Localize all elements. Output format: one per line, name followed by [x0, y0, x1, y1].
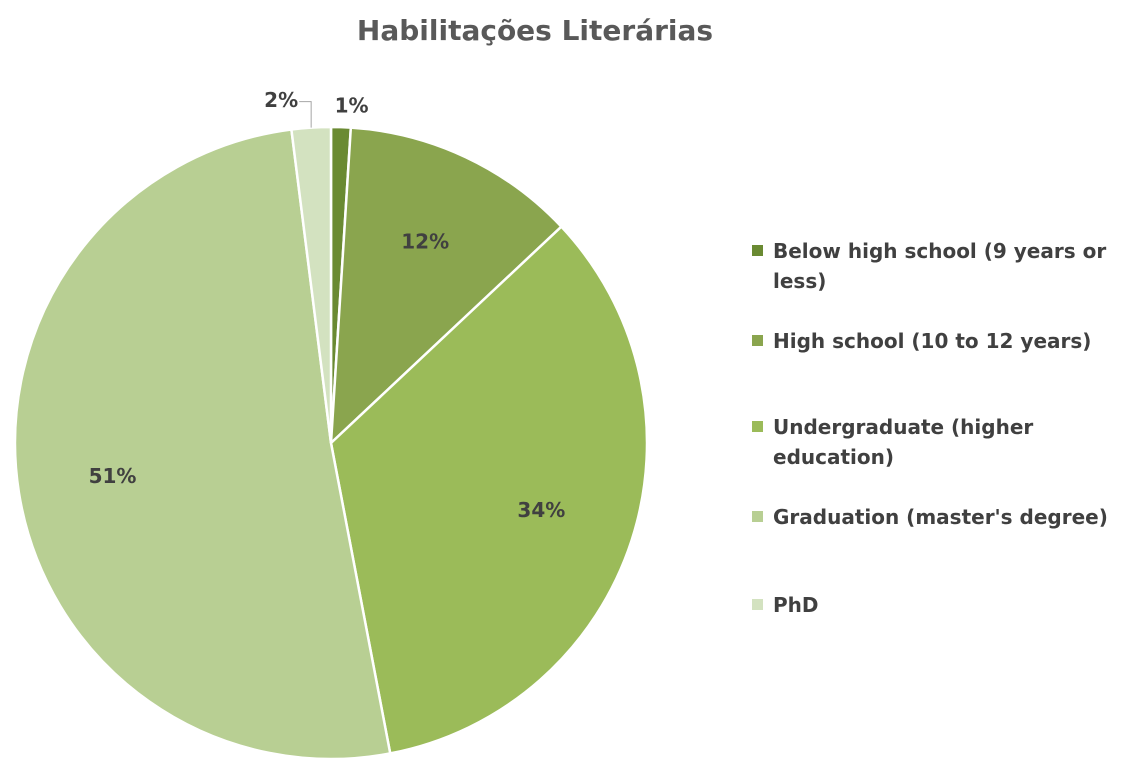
data-label-below-high-school: 1%: [335, 94, 369, 118]
legend-label: PhD: [773, 593, 819, 617]
legend-label: High school (10 to 12 years): [773, 329, 1092, 353]
chart-title: Habilitações Literárias: [356, 14, 714, 47]
legend-item-below-high-school: Below high school (9 years or less): [752, 236, 1127, 296]
pie-slice-phd: [289, 125, 333, 444]
legend-item-undergraduate: Undergraduate (higher education): [752, 412, 1127, 472]
legend-item-phd: PhD: [752, 590, 1127, 620]
pie-chart: 12% 34% 51% 1% 2%: [13, 88, 649, 758]
legend-label: Undergraduate (higher education): [773, 415, 1034, 469]
data-label-high-school: 12%: [401, 229, 449, 253]
legend-swatch: [752, 599, 763, 610]
legend-swatch: [752, 421, 763, 432]
data-label-undergraduate: 34%: [517, 498, 565, 522]
legend-label: Graduation (master's degree): [773, 505, 1108, 529]
legend-swatch: [752, 511, 763, 522]
pie-slice-undergraduate: [329, 224, 649, 755]
data-label-graduation: 51%: [89, 464, 137, 488]
pie-slice-graduation: [13, 128, 392, 758]
data-label-phd: 2%: [264, 88, 298, 112]
legend-label: Below high school (9 years or less): [773, 239, 1107, 293]
legend-swatch: [752, 335, 763, 346]
pie-slice-high-school: [329, 126, 564, 447]
legend-item-high-school: High school (10 to 12 years): [752, 326, 1127, 356]
legend-swatch: [752, 245, 763, 256]
legend-item-graduation: Graduation (master's degree): [752, 502, 1127, 532]
leader-line-phd: [299, 101, 312, 128]
